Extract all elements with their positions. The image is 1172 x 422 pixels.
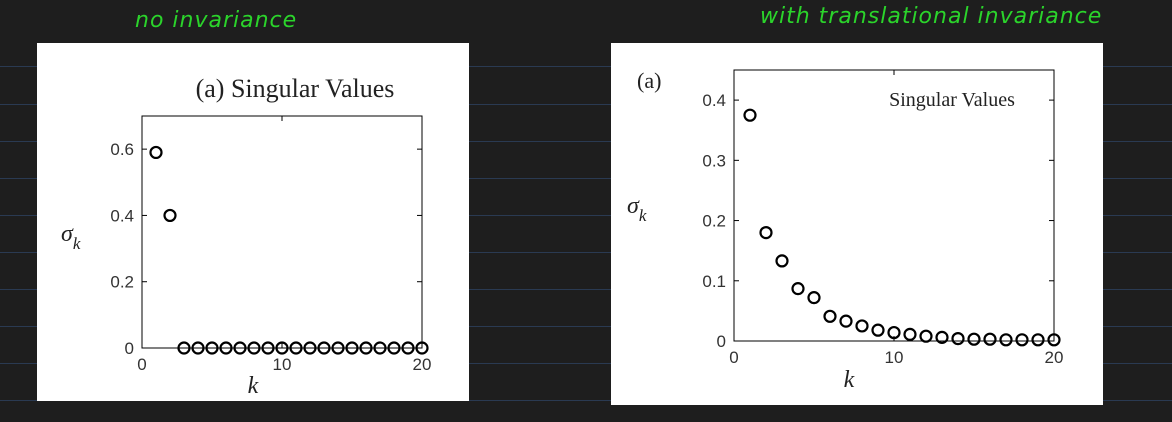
left-annotation: no invariance — [135, 8, 298, 33]
ruled-line — [0, 289, 1172, 290]
data-point — [317, 341, 331, 355]
y-axis-label: σk — [627, 193, 647, 225]
y-tick-label: 0.1 — [702, 272, 726, 291]
chart-title: Singular Values — [889, 89, 1015, 111]
data-point — [219, 341, 233, 355]
data-point — [289, 341, 303, 355]
data-point — [387, 341, 401, 355]
x-tick-label: 10 — [273, 355, 292, 374]
x-tick-label: 20 — [413, 355, 432, 374]
ruled-line — [0, 141, 1172, 142]
data-point — [951, 331, 965, 346]
chart-title: (a) Singular Values — [196, 74, 395, 103]
data-point — [807, 291, 821, 305]
data-point — [303, 341, 317, 355]
ruled-line — [0, 178, 1172, 179]
data-point — [205, 341, 219, 355]
ruled-line — [0, 363, 1172, 364]
ruled-line — [0, 215, 1172, 216]
data-point — [967, 332, 981, 346]
left-chart: (a) Singular Values 0 10 20 0 0.2 0.4 0.6 σk k — [61, 74, 432, 399]
y-tick-label: 0.2 — [110, 273, 134, 292]
y-tick-label: 0.4 — [110, 206, 134, 225]
ruled-line — [0, 252, 1172, 253]
panel-label: (a) — [637, 68, 661, 93]
data-point — [871, 323, 885, 337]
y-tick-label: 0 — [717, 332, 726, 351]
data-point — [999, 333, 1013, 347]
x-tick-label: 0 — [729, 348, 738, 367]
data-point — [823, 309, 837, 323]
y-tick-label: 0 — [125, 339, 134, 358]
x-axis-label: k — [248, 373, 259, 399]
right-chart-panel: (a) Singular Values 0 10 20 0 0.1 0.2 0.3 0.4 σ… — [611, 43, 1103, 405]
data-point — [887, 325, 901, 340]
data-point — [331, 341, 345, 355]
ruled-line — [0, 326, 1172, 327]
data-point — [345, 341, 359, 355]
data-point — [903, 327, 917, 341]
data-point — [415, 341, 429, 355]
data-point — [743, 108, 757, 122]
y-tick-label: 0.6 — [110, 140, 134, 159]
right-chart: (a) Singular Values 0 10 20 0 0.1 0.2 0.3 0.4 σ… — [627, 68, 1064, 393]
x-tick-label: 10 — [885, 348, 904, 367]
data-point — [759, 226, 773, 240]
y-tick-label: 0.2 — [702, 212, 726, 231]
data-point — [233, 341, 247, 355]
data-point — [373, 341, 387, 355]
data-point — [1015, 333, 1029, 347]
data-point — [261, 341, 275, 355]
data-point — [359, 341, 373, 355]
x-axis-label: k — [844, 367, 855, 393]
data-point — [149, 145, 163, 160]
data-point — [247, 341, 261, 355]
data-point — [935, 330, 949, 344]
data-point — [839, 314, 853, 328]
data-point — [791, 282, 805, 296]
data-point — [855, 319, 869, 333]
y-tick-label: 0.3 — [702, 151, 726, 170]
right-annotation: with translational invariance — [760, 4, 1103, 29]
y-axis-label: σk — [61, 221, 81, 253]
data-point — [401, 341, 415, 355]
plot-frame — [141, 115, 423, 349]
ruled-line — [0, 104, 1172, 105]
data-point — [919, 329, 933, 343]
y-tick-label: 0.4 — [702, 91, 726, 110]
ruled-line — [0, 66, 1172, 67]
data-point — [775, 254, 789, 268]
data-point — [191, 341, 205, 355]
left-chart-panel: (a) Singular Values 0 10 20 0 0.2 0.4 0.6 σk k — [37, 43, 469, 401]
x-tick-label: 20 — [1045, 348, 1064, 367]
data-point — [1047, 333, 1061, 347]
data-point — [163, 208, 177, 223]
x-tick-label: 0 — [137, 355, 146, 374]
data-point — [275, 341, 289, 355]
data-point — [1031, 333, 1045, 347]
ruled-line — [0, 400, 1172, 401]
data-point — [177, 341, 191, 355]
data-point — [983, 332, 997, 346]
